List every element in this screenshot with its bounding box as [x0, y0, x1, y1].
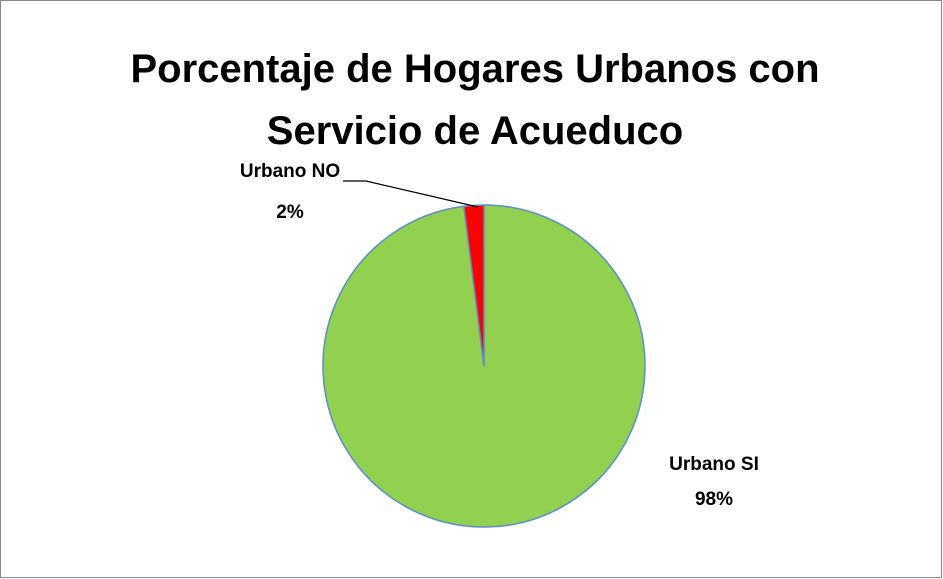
slice-value-label: 2%	[276, 202, 304, 223]
slice-category-label: Urbano SI	[669, 454, 759, 475]
pie-slice	[462, 204, 485, 367]
chart-title: Porcentaje de Hogares Urbanos con Servic…	[130, 47, 820, 153]
slice-value-label: 98%	[695, 489, 733, 510]
leader-line	[343, 180, 479, 208]
slice-category-label: Urbano NO	[240, 161, 340, 182]
